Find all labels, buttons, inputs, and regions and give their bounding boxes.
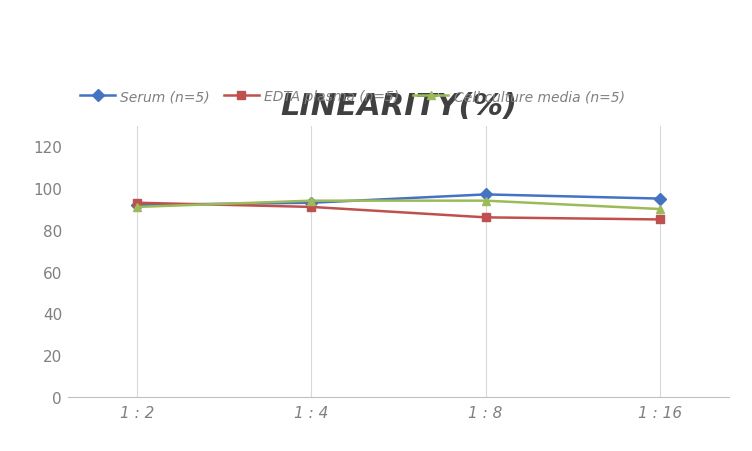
Title: LINEARITY(%): LINEARITY(%) (280, 92, 517, 121)
EDTA plasma (n=5) (481, 215, 490, 221)
Line: Cell culture media (n=5): Cell culture media (n=5) (133, 197, 664, 214)
EDTA plasma (n=5) (655, 217, 664, 223)
Legend: Serum (n=5), EDTA plasma (n=5), Cell culture media (n=5): Serum (n=5), EDTA plasma (n=5), Cell cul… (74, 84, 630, 110)
Cell culture media (n=5) (481, 198, 490, 204)
EDTA plasma (n=5) (133, 201, 142, 206)
Serum (n=5) (481, 192, 490, 198)
Cell culture media (n=5) (655, 207, 664, 212)
Cell culture media (n=5) (133, 205, 142, 210)
Serum (n=5) (655, 197, 664, 202)
Line: Serum (n=5): Serum (n=5) (133, 191, 664, 210)
Serum (n=5) (133, 202, 142, 208)
Cell culture media (n=5) (307, 198, 316, 204)
EDTA plasma (n=5) (307, 205, 316, 210)
Serum (n=5) (307, 201, 316, 206)
Line: EDTA plasma (n=5): EDTA plasma (n=5) (133, 199, 664, 224)
